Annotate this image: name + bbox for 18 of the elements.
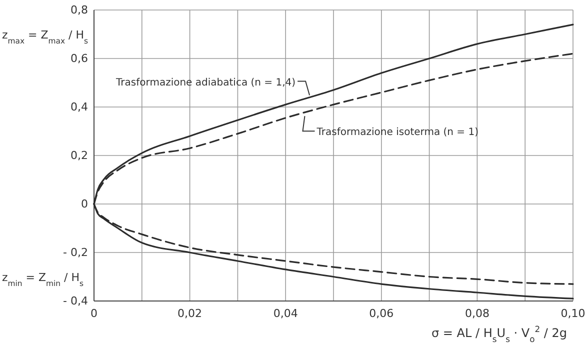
y-tick-label: 0 [81,198,88,211]
x-axis-title: σ = AL / H$_{s}$U$_{s}$ · V$_{o}$$^{2}$ / 2g [432,324,567,344]
y-tick-label: - 0,4 [63,294,88,308]
y-axis-title: z$_{max}$ = Z$_{max}$ / H$_{s}$ [2,28,88,45]
y-tick-label: 0,8 [70,4,88,17]
x-tick-label: 0 [90,306,98,320]
text: z$_{min}$ = Z$_{min}$ / H$_{s}$ [2,270,84,288]
x-tick-label: 0,10 [560,306,586,320]
y-tick-label: 0,6 [70,52,88,66]
x-tick-label: 0,06 [369,306,394,320]
x-tick-label: 0,04 [273,306,298,320]
annotation: Trasformazione isoterma (n = 1) [316,127,479,138]
y-tick-label: 0,4 [70,100,88,114]
y-tick-label: - 0,2 [63,246,88,260]
x-tick-label: 0,08 [464,306,490,320]
annotation: Trasformazione adiabatica (n = 1,4) [115,77,296,88]
x-tick-label: 0,02 [178,306,202,320]
y-tick-label: 0,2 [70,149,88,162]
